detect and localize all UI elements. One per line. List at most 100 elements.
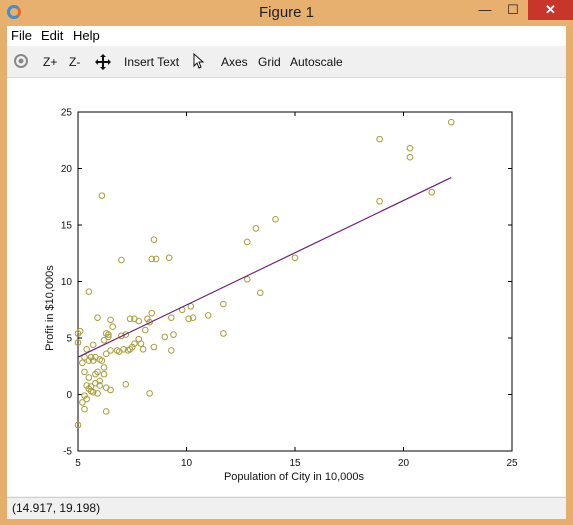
fit-line-group [77, 176, 452, 358]
data-point [168, 314, 175, 321]
data-point [81, 392, 88, 399]
zoom-out-button[interactable]: Z- [69, 55, 81, 69]
menu-edit[interactable]: Edit [41, 28, 64, 43]
x-tick-label: 15 [289, 458, 301, 469]
data-point [96, 377, 103, 385]
data-point [94, 390, 101, 397]
fit-line [77, 176, 452, 358]
data-point [85, 288, 93, 295]
data-point [107, 347, 114, 354]
data-point [92, 353, 99, 361]
menu-help[interactable]: Help [73, 28, 100, 43]
data-point [243, 275, 251, 283]
pan-icon[interactable] [94, 53, 112, 71]
data-point [291, 254, 299, 262]
x-tick-label: 10 [181, 458, 193, 469]
y-tick-label: 25 [61, 108, 73, 119]
x-axis-label: Population of City in 10,000s [224, 471, 365, 483]
data-point [107, 386, 114, 394]
data-point [107, 316, 114, 324]
y-tick-label: 10 [61, 277, 73, 288]
close-button[interactable]: ✕ [528, 0, 573, 20]
data-point [81, 405, 88, 413]
data-point [85, 357, 93, 364]
data-point [98, 192, 106, 199]
toolbar: Z+ Z- Insert Text Axes Grid Autoscale [7, 47, 566, 78]
data-point [109, 323, 117, 330]
data-point [146, 390, 153, 397]
y-tick-label: 0 [66, 390, 72, 401]
data-point [187, 303, 195, 310]
data-point [89, 357, 97, 364]
data-point [220, 300, 227, 308]
data-point [94, 368, 101, 376]
data-point [376, 197, 383, 205]
data-point [79, 399, 86, 406]
y-tick-label: 20 [61, 164, 73, 175]
title-bar[interactable]: Figure 1 — ☐ ✕ [0, 0, 573, 26]
plot-canvas[interactable]: 5 10 15 20 25 -5 0 5 10 15 20 25 Population of City… [7, 78, 566, 496]
data-point [87, 353, 95, 361]
data-point [165, 254, 173, 262]
data-point [89, 341, 97, 349]
rotate-icon[interactable] [13, 53, 31, 71]
data-point [152, 255, 160, 263]
data-point [105, 333, 112, 341]
scatter-plot[interactable]: 5 10 15 20 25 -5 0 5 10 15 20 25 Population of City… [7, 78, 566, 496]
data-point [85, 374, 93, 381]
data-point [113, 347, 121, 354]
data-point [161, 333, 169, 341]
insert-text-button[interactable]: Insert Text [124, 55, 180, 69]
x-tick-label: 5 [75, 458, 81, 469]
data-point [83, 346, 90, 353]
data-point [100, 336, 108, 344]
data-point [131, 340, 138, 347]
data-point [204, 312, 212, 319]
data-point [189, 314, 197, 321]
data-point [74, 421, 82, 429]
data-point [94, 314, 101, 321]
data-point [74, 339, 82, 346]
maximize-button[interactable]: ☐ [507, 2, 519, 17]
data-point [141, 326, 149, 334]
data-point [252, 225, 260, 232]
data-point [118, 332, 125, 340]
data-point [87, 383, 95, 390]
data-point [126, 315, 134, 323]
data-point [376, 135, 383, 143]
data-point [150, 236, 158, 243]
zoom-in-button[interactable]: Z+ [43, 55, 58, 69]
data-point [74, 330, 82, 337]
minimize-button[interactable]: — [478, 2, 492, 17]
autoscale-button[interactable]: Autoscale [290, 55, 343, 69]
axes-box [77, 111, 513, 452]
data-point [96, 382, 103, 389]
y-axis-label: Profit in $10,000s [44, 265, 56, 351]
data-point [144, 315, 151, 323]
data-point [146, 318, 153, 326]
window-title: Figure 1 [258, 4, 315, 21]
data-point [122, 331, 130, 338]
data-point [139, 346, 147, 353]
data-point [406, 153, 414, 161]
data-point [137, 340, 145, 347]
data-point [150, 343, 158, 351]
axes-button[interactable]: Axes [221, 55, 248, 69]
x-tick-label: 25 [506, 458, 518, 469]
data-point [118, 256, 125, 264]
menu-file[interactable]: File [11, 28, 32, 43]
data-point [185, 315, 192, 323]
data-point [220, 330, 227, 337]
axes: 5 10 15 20 25 -5 0 5 10 15 20 25 [61, 108, 518, 470]
data-point [406, 144, 414, 152]
cursor-icon[interactable] [193, 52, 207, 71]
data-point [124, 347, 132, 354]
data-point [83, 395, 90, 403]
y-tick-label: -5 [63, 447, 72, 458]
data-point [256, 289, 264, 297]
status-bar: (14.917, 19.198) [7, 497, 566, 519]
grid-button[interactable]: Grid [258, 55, 281, 69]
data-point [272, 216, 279, 223]
data-point [100, 364, 108, 371]
